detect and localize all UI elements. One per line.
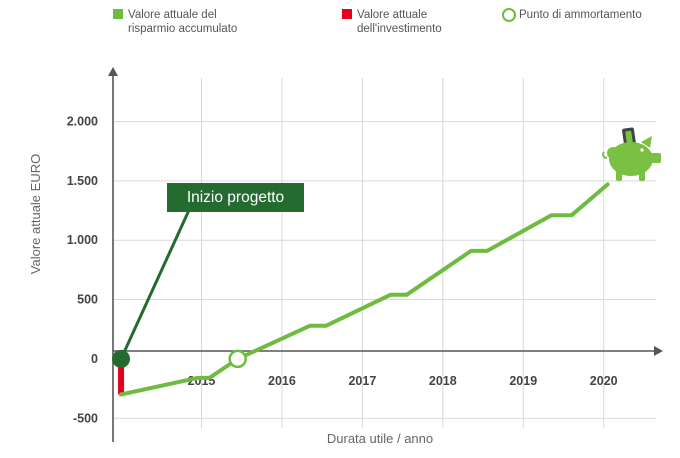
legend-breakeven-label: Punto di ammortamento — [519, 9, 642, 21]
y-tick-label: 500 — [77, 293, 98, 307]
y-tick-label: 0 — [91, 352, 98, 366]
project-start-marker — [112, 349, 131, 368]
breakeven-ring-icon — [502, 8, 516, 22]
x-axis-arrow — [654, 346, 663, 356]
annotation-inizio-progetto: Inizio progetto — [167, 183, 304, 212]
x-tick-label: 2016 — [268, 374, 296, 388]
piggy-bank-icon — [602, 127, 661, 181]
x-tick-labels: 2015 2016 2017 2018 2019 2020 — [188, 374, 618, 388]
legend-investment-label: Valore attuale dell'investimento — [357, 9, 442, 35]
y-tick-label: 1.500 — [67, 174, 98, 188]
y-tick-label: 1.000 — [67, 233, 98, 247]
savings-swatch — [113, 9, 123, 19]
series — [118, 182, 610, 397]
x-tick-label: 2018 — [429, 374, 457, 388]
x-tick-label: 2017 — [348, 374, 376, 388]
y-axis-title: Valore attuale EURO — [28, 154, 43, 274]
y-axis-arrow — [108, 67, 118, 76]
x-tick-label: 2019 — [509, 374, 537, 388]
legend-savings-label: Valore attuale del risparmio accumulato — [128, 9, 238, 35]
annotations — [112, 207, 247, 369]
y-tick-labels: -500 0 500 1.000 1.500 2.000 — [67, 114, 98, 425]
axes — [108, 67, 663, 442]
breakeven-marker — [228, 349, 247, 369]
annotation-connector — [119, 207, 192, 360]
investment-swatch — [342, 9, 352, 19]
x-axis-title: Durata utile / anno — [327, 431, 433, 446]
y-tick-label: -500 — [73, 411, 98, 425]
y-tick-label: 2.000 — [67, 114, 98, 128]
savings-line — [119, 182, 610, 397]
x-tick-label: 2020 — [590, 374, 618, 388]
